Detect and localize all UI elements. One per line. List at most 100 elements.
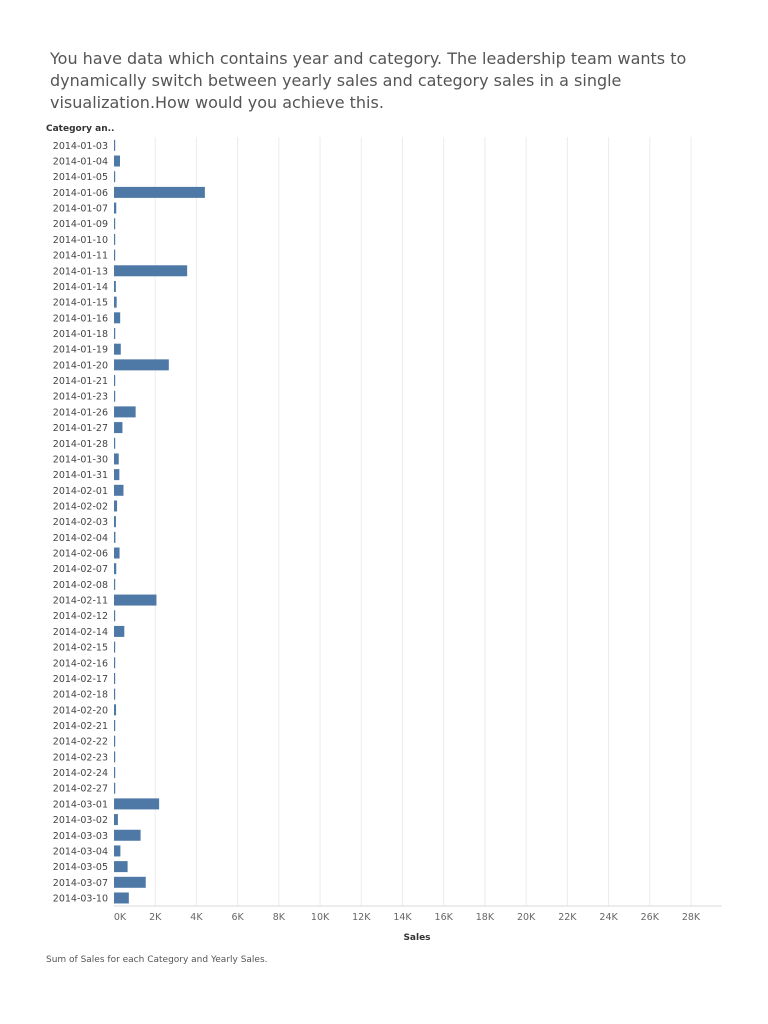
bar: [114, 814, 118, 826]
bar: [114, 563, 117, 575]
bar: [114, 704, 117, 716]
category-label: 2014-03-04: [53, 846, 108, 857]
bar: [114, 594, 157, 606]
bar: [114, 469, 120, 481]
x-tick-label: 16K: [435, 912, 454, 923]
category-label: 2014-02-18: [53, 690, 108, 701]
bar: [114, 312, 121, 324]
bar: [114, 845, 121, 857]
category-label: 2014-01-21: [53, 376, 108, 387]
bar: [114, 484, 124, 496]
category-label: 2014-01-18: [53, 329, 108, 340]
chart-caption: Sum of Sales for each Category and Yearl…: [46, 955, 268, 965]
bar: [114, 280, 116, 292]
category-label: 2014-01-30: [53, 454, 108, 465]
x-tick-label: 18K: [476, 912, 495, 923]
category-label: 2014-02-24: [53, 768, 108, 779]
bar: [114, 688, 116, 700]
category-label: 2014-01-16: [53, 313, 108, 324]
bar: [114, 328, 116, 339]
x-tick-label: 0K: [114, 912, 127, 923]
category-label: 2014-03-03: [53, 831, 108, 842]
x-tick-label: 8K: [273, 912, 286, 923]
bar: [114, 531, 116, 543]
category-label: 2014-03-02: [53, 815, 108, 826]
category-label: 2014-02-12: [53, 611, 108, 622]
bar: [114, 516, 116, 528]
bar: [114, 155, 120, 167]
category-label: 2014-01-06: [53, 188, 108, 199]
bar: [114, 767, 116, 779]
bar: [114, 641, 116, 653]
bar: [114, 720, 116, 731]
bar: [114, 657, 116, 669]
bar: [114, 829, 141, 841]
x-tick-label: 12K: [352, 912, 371, 923]
bar: [114, 265, 188, 277]
category-label: 2014-02-16: [53, 658, 108, 669]
bar: [114, 390, 116, 402]
bar: [114, 422, 123, 434]
category-label: 2014-02-15: [53, 643, 108, 654]
category-label: 2014-02-01: [53, 486, 108, 497]
x-axis-title: Sales: [403, 933, 430, 943]
category-label: 2014-01-10: [53, 235, 108, 246]
bar: [114, 375, 116, 387]
bar: [114, 186, 205, 198]
category-label: 2014-01-09: [53, 219, 108, 230]
bar: [114, 735, 116, 747]
bar: [114, 672, 116, 684]
bar: [114, 610, 116, 622]
bar: [114, 202, 117, 214]
bar: [114, 343, 121, 355]
bar: [114, 249, 116, 261]
bar: [114, 139, 116, 151]
x-tick-label: 2K: [149, 912, 162, 923]
row-header-label[interactable]: Category an..: [46, 124, 115, 134]
category-label: 2014-01-13: [53, 266, 108, 277]
category-label: 2014-01-14: [53, 282, 108, 293]
category-label: 2014-03-01: [53, 799, 108, 810]
category-label: 2014-01-04: [53, 157, 108, 168]
category-label: 2014-01-07: [53, 204, 108, 215]
category-label: 2014-02-17: [53, 674, 108, 685]
bar: [114, 453, 119, 465]
bar: [114, 861, 128, 873]
category-label: 2014-03-10: [53, 893, 108, 904]
category-label: 2014-01-15: [53, 298, 108, 309]
x-tick-label: 10K: [311, 912, 330, 923]
question-text: You have data which contains year and ca…: [50, 49, 687, 112]
category-label: 2014-01-11: [53, 251, 108, 262]
x-tick-label: 6K: [232, 912, 245, 923]
category-label: 2014-02-23: [53, 752, 108, 763]
bar: [114, 798, 160, 810]
category-label: 2014-02-20: [53, 705, 108, 716]
category-label: 2014-01-23: [53, 392, 108, 403]
x-tick-label: 4K: [190, 912, 203, 923]
bar: [114, 437, 116, 449]
bar: [114, 233, 116, 245]
bar: [114, 359, 169, 371]
bar: [114, 547, 120, 559]
category-label: 2014-02-22: [53, 737, 108, 748]
category-label: 2014-01-31: [53, 470, 108, 481]
bar: [114, 578, 116, 590]
category-label: 2014-02-14: [53, 627, 108, 638]
category-label: 2014-02-08: [53, 580, 108, 591]
bar: [114, 876, 146, 888]
bar: [114, 218, 116, 230]
bar: [114, 406, 136, 418]
category-label: 2014-03-07: [53, 878, 108, 889]
category-label: 2014-01-27: [53, 423, 108, 434]
bar: [114, 892, 129, 904]
bar: [114, 751, 116, 763]
category-label: 2014-01-19: [53, 345, 108, 356]
bar: [114, 782, 116, 794]
category-label: 2014-02-21: [53, 721, 108, 732]
category-label: 2014-02-27: [53, 784, 108, 795]
bar: [114, 171, 116, 183]
category-label: 2014-01-20: [53, 360, 108, 371]
x-tick-label: 26K: [641, 912, 660, 923]
bar: [114, 296, 117, 308]
